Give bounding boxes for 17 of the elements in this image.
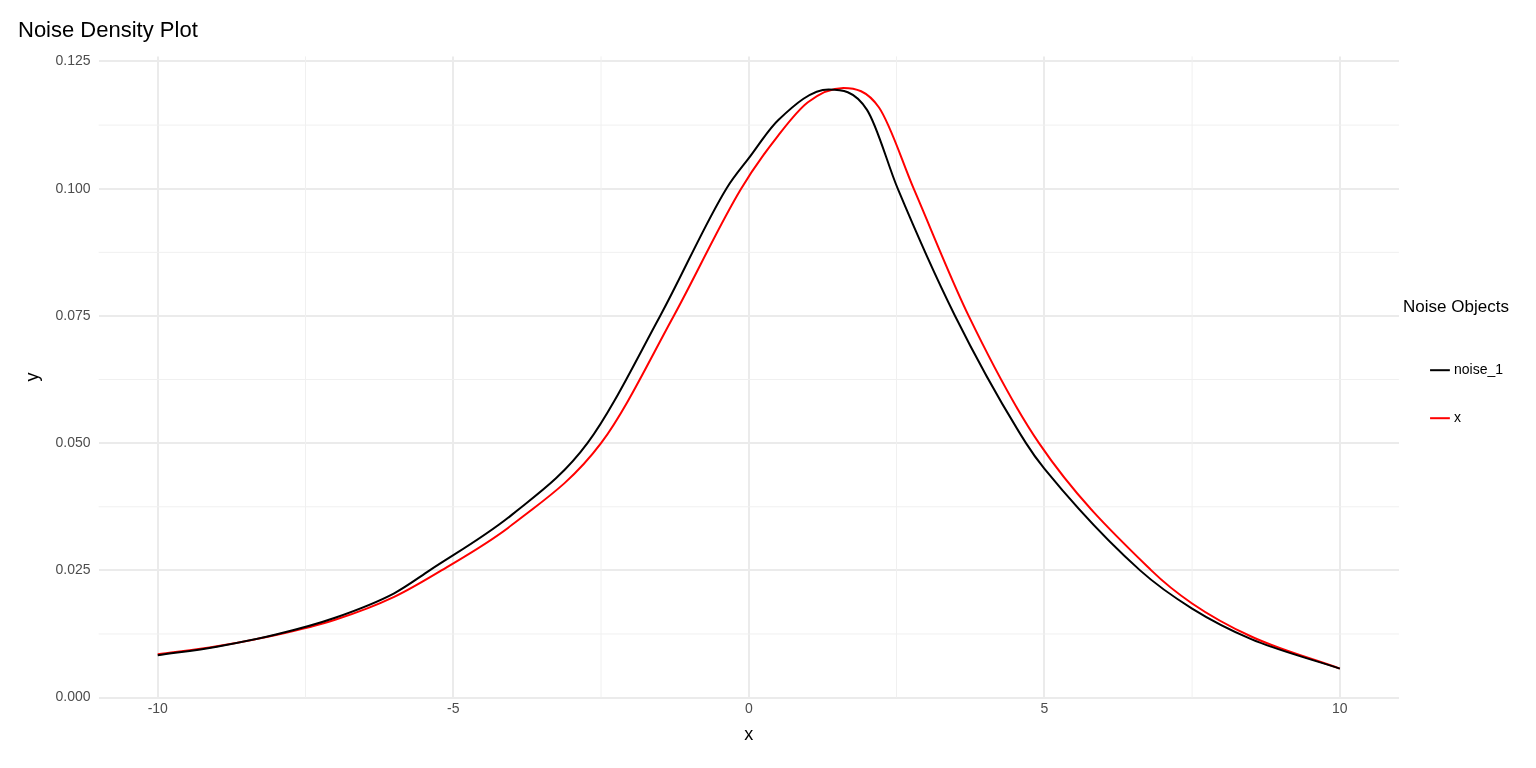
y-tick-label: 0.075 bbox=[55, 306, 91, 323]
x-tick-label: -5 bbox=[447, 699, 460, 716]
y-axis-title: y bbox=[21, 372, 42, 382]
chart-title: Noise Density Plot bbox=[18, 17, 198, 43]
y-tick-label: 0.050 bbox=[55, 434, 91, 451]
y-tick-label: 0.025 bbox=[55, 561, 91, 578]
legend-title: Noise Objects bbox=[1403, 296, 1509, 316]
y-tick-label: 0.100 bbox=[55, 179, 91, 196]
legend-label: x bbox=[1453, 409, 1461, 426]
x-tick-label: -10 bbox=[147, 699, 169, 716]
x-tick-label: 10 bbox=[1332, 699, 1348, 716]
x-tick-label: 5 bbox=[1040, 699, 1049, 716]
x-axis-title: x bbox=[744, 724, 754, 745]
y-tick-label: 0.125 bbox=[55, 52, 91, 69]
legend-label: noise_1 bbox=[1453, 361, 1504, 378]
y-tick-label: 0.000 bbox=[55, 688, 91, 705]
x-tick-label: 0 bbox=[744, 699, 753, 716]
